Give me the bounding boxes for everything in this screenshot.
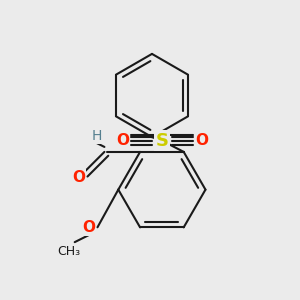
Text: S: S: [155, 132, 168, 150]
Text: O: O: [82, 220, 95, 235]
Text: O: O: [72, 170, 85, 185]
Text: H: H: [91, 129, 102, 143]
Text: O: O: [116, 133, 129, 148]
Text: O: O: [195, 133, 208, 148]
Text: CH₃: CH₃: [57, 244, 80, 258]
